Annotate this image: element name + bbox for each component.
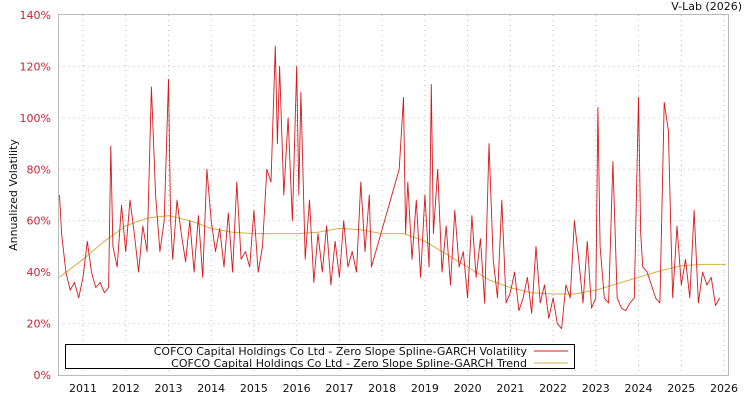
y-tick-label: 100% [20,112,51,125]
x-tick-label: 2012 [112,382,140,395]
x-tick-label: 2013 [154,382,182,395]
credit-label: V-Lab (2026) [671,0,742,13]
y-axis-ticks: 0% 20% 40% 60% 80% 100% 120% 140% [20,9,51,382]
y-tick-label: 140% [20,9,51,22]
volatility-line [59,45,721,330]
x-tick-label: 2020 [454,382,482,395]
legend-label-trend: COFCO Capital Holdings Co Ltd - Zero Slo… [171,357,527,370]
y-tick-label: 20% [27,318,51,331]
x-axis-ticks: 2011 2012 2013 2014 2015 2016 2017 2018 2019 2020… [69,382,738,395]
legend: COFCO Capital Holdings Co Ltd - Zero Slo… [65,344,575,370]
x-tick-label: 2026 [710,382,738,395]
x-tick-label: 2018 [368,382,396,395]
x-tick-label: 2017 [325,382,353,395]
x-tick-label: 2015 [240,382,268,395]
y-tick-label: 40% [27,266,51,279]
legend-label-volatility: COFCO Capital Holdings Co Ltd - Zero Slo… [154,345,528,358]
plot-area [59,45,727,330]
plot-frame [58,14,729,376]
trend-line [59,215,727,295]
x-tick-label: 2022 [539,382,567,395]
x-tick-label: 2011 [69,382,97,395]
x-tick-label: 2019 [411,382,439,395]
y-tick-label: 120% [20,60,51,73]
x-tick-label: 2014 [197,382,225,395]
y-axis-label: Annualized Volatility [7,139,20,251]
x-tick-label: 2023 [582,382,610,395]
x-tick-label: 2021 [496,382,524,395]
y-tick-label: 60% [27,215,51,228]
x-tick-label: 2024 [625,382,653,395]
y-tick-label: 0% [34,369,51,382]
legend-box [65,344,575,369]
x-tick-label: 2016 [283,382,311,395]
y-tick-label: 80% [27,163,51,176]
x-tick-label: 2025 [667,382,695,395]
grid-lines [58,15,729,375]
